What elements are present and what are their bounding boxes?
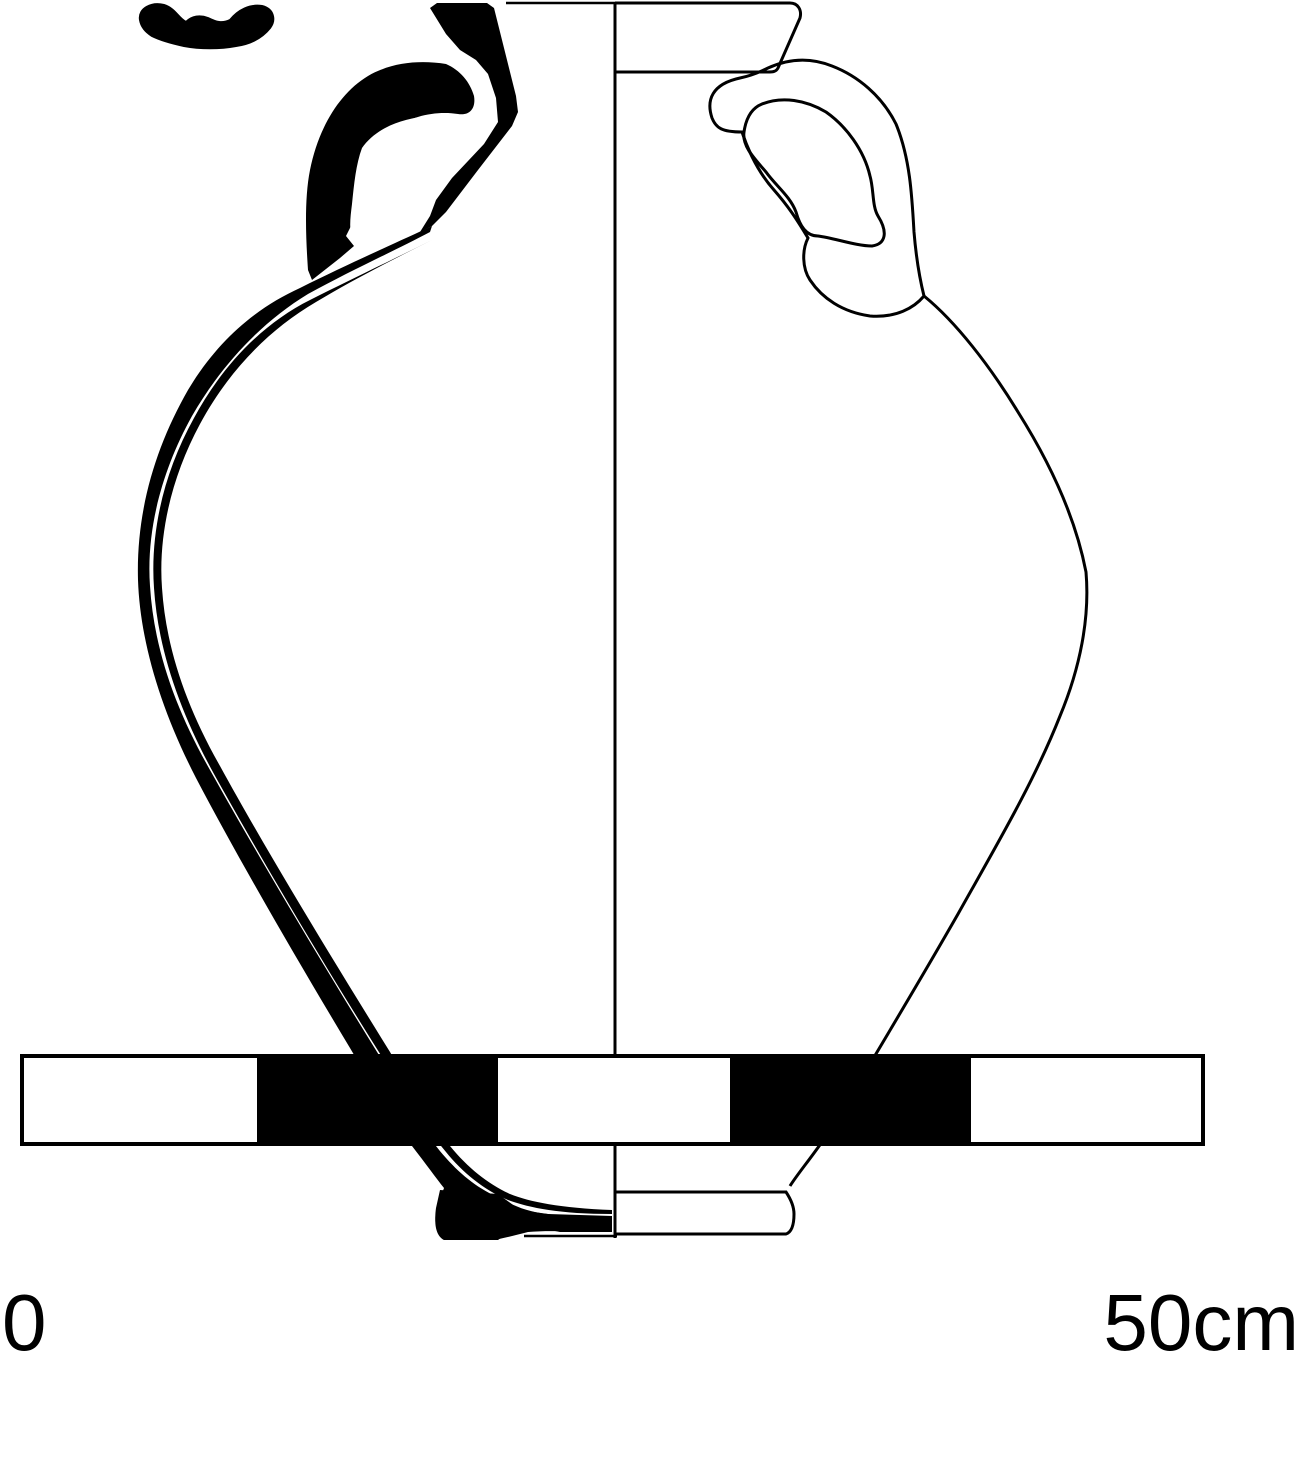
handle-section (138, 3, 275, 50)
scale-end-label: 50cm (1103, 1278, 1299, 1367)
rim-section (420, 3, 518, 232)
scale-segment-1 (20, 1054, 261, 1146)
left-handle (306, 62, 475, 280)
scale-segment-2 (257, 1054, 498, 1146)
scale-segment-5 (967, 1054, 1205, 1146)
scale-segment-3 (494, 1054, 734, 1146)
body-exterior (788, 294, 1089, 1187)
rim-exterior (615, 1, 802, 74)
scale-start-label: 0 (2, 1278, 47, 1367)
scale-bar (20, 1054, 1205, 1146)
base-section (435, 1190, 612, 1240)
scale-segment-4 (730, 1054, 971, 1146)
base-exterior (615, 1190, 796, 1236)
right-handle (708, 58, 926, 318)
